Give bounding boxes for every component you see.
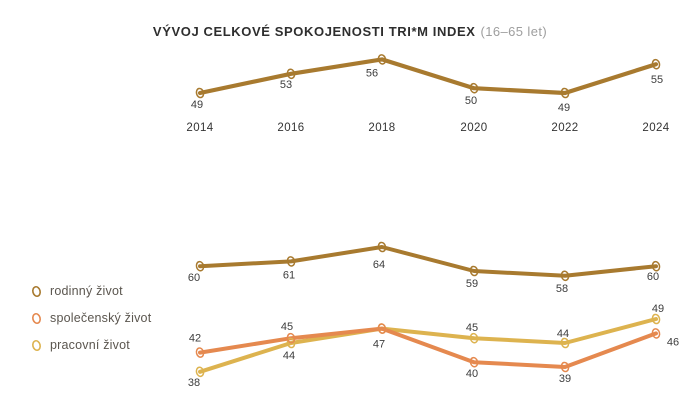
- data-point-label-spolecensky-zivot: 47: [373, 339, 385, 351]
- data-point-marker-spolecensky-zivot: [377, 323, 387, 334]
- data-point-marker-rodinny-zivot: [469, 265, 479, 277]
- data-point-marker-pracovni-zivot: [469, 332, 479, 344]
- data-point-label-rodinny-zivot: 60: [647, 271, 659, 283]
- line-pracovni-zivot: [198, 317, 658, 374]
- data-point-marker-pracovni-zivot: [560, 337, 570, 349]
- data-point-label-rodinny-zivot: 64: [373, 259, 385, 271]
- data-point-marker-pracovni-zivot: [286, 337, 296, 349]
- data-point-marker-pracovni-zivot: [651, 313, 661, 325]
- x-axis-label: 2016: [277, 122, 304, 134]
- legend-item-pracovni-zivot: pracovní život: [30, 337, 151, 353]
- line-series-marker-icon: [32, 339, 41, 351]
- data-point-marker-spolecensky-zivot: [469, 356, 479, 368]
- data-point-marker-pracovni-zivot: [195, 366, 205, 378]
- line-series-marker-icon: [32, 285, 41, 297]
- line-series-marker-icon: [32, 312, 41, 324]
- data-point-label-spolecensky-zivot: 46: [667, 336, 679, 348]
- line-rodinny-zivot: [198, 245, 658, 278]
- data-point-label-pracovni-zivot: 44: [283, 350, 295, 362]
- data-point-marker-tri-m-index: [560, 87, 570, 99]
- data-point-label-pracovni-zivot: 49: [652, 303, 664, 315]
- data-point-marker-tri-m-index: [195, 87, 205, 99]
- data-point-marker-spolecensky-zivot: [286, 332, 296, 344]
- data-point-label-tri-m-index: 50: [465, 95, 477, 107]
- data-point-label-tri-m-index: 56: [366, 67, 378, 79]
- data-point-label-tri-m-index: 49: [558, 102, 570, 114]
- data-point-label-tri-m-index: 55: [651, 74, 663, 86]
- data-point-marker-rodinny-zivot: [651, 260, 661, 272]
- data-point-marker-rodinny-zivot: [377, 241, 387, 253]
- data-point-label-tri-m-index: 53: [280, 79, 292, 91]
- x-axis-label: 2024: [642, 122, 669, 134]
- data-point-label-rodinny-zivot: 61: [283, 269, 295, 281]
- data-point-label-spolecensky-zivot: 42: [189, 333, 201, 345]
- legend-label: pracovní život: [50, 338, 130, 352]
- legend-label: společenský život: [50, 311, 152, 325]
- data-point-marker-spolecensky-zivot: [560, 361, 570, 373]
- line-spolecensky-zivot: [198, 326, 658, 369]
- legend-label: rodinný život: [50, 284, 123, 298]
- data-point-label-pracovni-zivot: 38: [188, 377, 200, 389]
- data-point-label-rodinny-zivot: 60: [188, 272, 200, 284]
- x-axis-label: 2014: [186, 122, 213, 134]
- data-point-label-rodinny-zivot: 58: [556, 283, 568, 295]
- data-point-label-pracovni-zivot: 45: [466, 322, 478, 334]
- data-point-label-tri-m-index: 49: [191, 99, 203, 111]
- data-point-marker-spolecensky-zivot: [195, 347, 205, 358]
- data-point-marker-rodinny-zivot: [286, 256, 296, 267]
- data-point-label-rodinny-zivot: 59: [466, 278, 478, 290]
- x-axis-label: 2020: [460, 122, 487, 134]
- chart-title-block: VÝVOJ CELKOVÉ SPOKOJENOSTI TRI*M INDEX (1…: [0, 23, 700, 41]
- data-point-label-spolecensky-zivot: 40: [466, 368, 478, 380]
- page-subtitle: (16–65 let): [480, 24, 548, 39]
- data-point-label-pracovni-zivot: 44: [557, 328, 569, 340]
- data-point-marker-tri-m-index: [286, 68, 296, 80]
- data-point-marker-tri-m-index: [377, 54, 387, 65]
- chart-legend: rodinný život společenský život pracovní…: [30, 283, 151, 364]
- page-title: VÝVOJ CELKOVÉ SPOKOJENOSTI TRI*M INDEX: [152, 24, 476, 39]
- data-point-label-spolecensky-zivot: 45: [281, 321, 293, 333]
- data-point-marker-spolecensky-zivot: [651, 328, 661, 339]
- line-tri-m-index: [197, 57, 659, 96]
- data-point-marker-tri-m-index: [651, 58, 661, 70]
- data-point-marker-rodinny-zivot: [195, 260, 205, 272]
- data-point-marker-tri-m-index: [469, 82, 479, 94]
- data-point-marker-rodinny-zivot: [560, 270, 570, 282]
- legend-item-rodinny-zivot: rodinný život: [30, 283, 151, 299]
- x-axis-label: 2018: [368, 122, 395, 134]
- data-point-label-spolecensky-zivot: 39: [559, 373, 571, 385]
- x-axis-label: 2022: [551, 122, 578, 134]
- legend-item-spolecensky-zivot: společenský život: [30, 310, 151, 326]
